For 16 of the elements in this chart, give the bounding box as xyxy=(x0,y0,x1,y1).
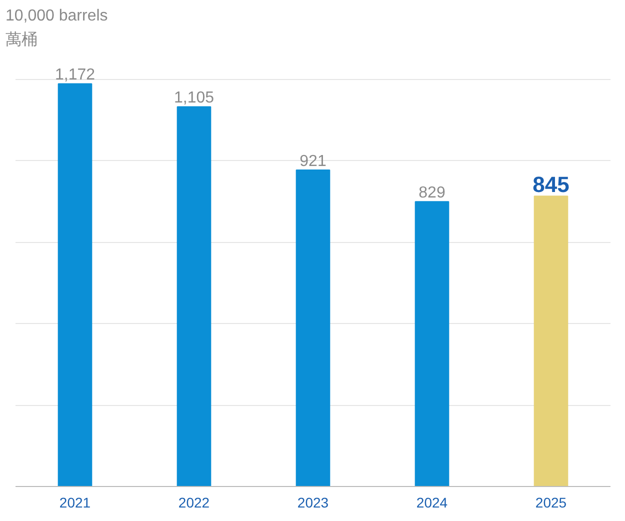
x-tick-label: 2022 xyxy=(178,494,210,510)
data-label: 829 xyxy=(418,184,446,202)
data-label: 1,172 xyxy=(54,66,96,84)
bar xyxy=(414,201,450,486)
bar xyxy=(58,83,92,486)
x-tick-label: 2024 xyxy=(416,494,448,510)
y-axis-title: 10,000 barrels 萬桶 xyxy=(6,8,108,48)
data-label: 845 xyxy=(532,172,570,198)
bar xyxy=(534,196,568,486)
data-label: 921 xyxy=(300,152,326,170)
data-label: 1,105 xyxy=(174,90,214,107)
bar xyxy=(296,169,330,486)
x-tick-label: 2023 xyxy=(297,494,329,510)
bar xyxy=(176,106,212,486)
x-tick-label: 2021 xyxy=(59,494,91,510)
x-tick-label: 2025 xyxy=(535,494,567,510)
